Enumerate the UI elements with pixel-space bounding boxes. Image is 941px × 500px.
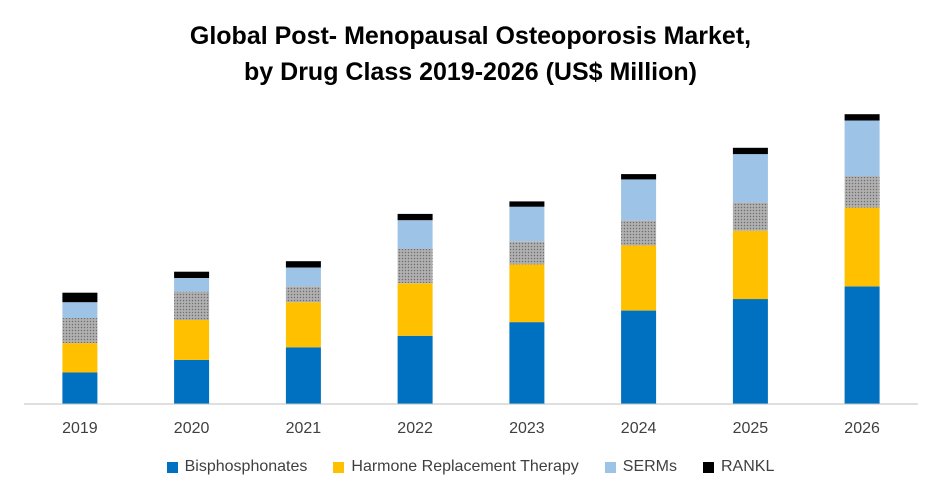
bar-segment-2026-series-2 xyxy=(844,176,880,208)
x-tick-label: 2023 xyxy=(509,420,545,437)
x-tick-label: 2021 xyxy=(286,420,322,437)
legend-swatch xyxy=(604,461,616,473)
legend-item: RANKL xyxy=(703,458,774,476)
bar-segment-2025-series-1 xyxy=(732,230,768,300)
bar-segment-2024-series-4 xyxy=(621,174,657,180)
legend-item: SERMs xyxy=(604,458,677,476)
bar-segment-2021-series-1 xyxy=(285,302,321,348)
bar-segment-2026-series-1 xyxy=(844,207,880,287)
bar-segment-2022-series-0 xyxy=(397,335,433,405)
bar-segment-2022-series-1 xyxy=(397,283,433,336)
bar-segment-2019-series-3 xyxy=(62,302,98,318)
chart-title-line-1: Global Post- Menopausal Osteoporosis Mar… xyxy=(189,22,752,50)
bar-segment-2025-series-4 xyxy=(732,147,768,155)
legend-swatch xyxy=(166,461,178,473)
bar-segment-2019-series-4 xyxy=(62,292,98,303)
bar-segment-2023-series-2 xyxy=(509,241,545,265)
legend-swatch xyxy=(333,461,345,473)
bar-segment-2026-series-4 xyxy=(844,114,880,121)
bar-segment-2019-series-1 xyxy=(62,343,98,373)
x-tick-label: 2025 xyxy=(733,420,769,437)
bar-segment-2024-series-1 xyxy=(621,245,657,311)
bar-segment-2022-series-3 xyxy=(397,220,433,249)
x-tick-label: 2026 xyxy=(844,420,880,437)
bars-group xyxy=(62,114,880,405)
bar-segment-2023-series-0 xyxy=(509,322,545,404)
chart-title-line-2: by Drug Class 2019-2026 (US$ Million) xyxy=(244,58,697,86)
legend-label: Harmone Replacement Therapy xyxy=(351,458,579,475)
bar-segment-2021-series-3 xyxy=(285,267,321,287)
bar-segment-2019-series-2 xyxy=(62,317,98,344)
bar-segment-2020-series-3 xyxy=(174,278,210,292)
bar-segment-2023-series-4 xyxy=(509,201,545,207)
bar-segment-2026-series-0 xyxy=(844,286,880,404)
bar-segment-2026-series-3 xyxy=(844,120,880,177)
x-tick-label: 2019 xyxy=(62,420,98,437)
legend-swatch xyxy=(703,461,714,473)
legend-item: Bisphosphonates xyxy=(166,458,308,476)
bar-segment-2022-series-2 xyxy=(397,248,433,284)
bar-segment-2020-series-0 xyxy=(174,359,210,404)
bar-segment-2022-series-4 xyxy=(397,213,433,221)
bar-segment-2024-series-0 xyxy=(621,310,657,405)
legend-label: Bisphosphonates xyxy=(184,458,308,475)
bar-segment-2021-series-2 xyxy=(285,286,321,303)
legend-label: SERMs xyxy=(622,458,677,475)
bar-segment-2021-series-0 xyxy=(285,347,321,404)
x-tick-label: 2024 xyxy=(621,420,657,437)
bar-segment-2021-series-4 xyxy=(285,261,321,268)
bar-segment-2019-series-0 xyxy=(62,372,98,404)
x-tick-label: 2022 xyxy=(397,420,433,437)
bar-segment-2020-series-1 xyxy=(174,320,210,360)
bar-segment-2020-series-2 xyxy=(174,291,210,320)
legend-item: Harmone Replacement Therapy xyxy=(333,458,579,476)
bar-segment-2025-series-0 xyxy=(732,299,768,404)
x-tick-label: 2020 xyxy=(174,420,210,437)
legend: Bisphosphonates Harmone Replacement Thera… xyxy=(0,458,941,476)
bar-segment-2025-series-3 xyxy=(732,154,768,203)
bar-segment-2024-series-2 xyxy=(621,220,657,246)
bar-segment-2020-series-4 xyxy=(174,271,210,278)
bar-segment-2023-series-1 xyxy=(509,264,545,323)
legend-label: RANKL xyxy=(721,458,775,475)
x-tick-labels: 2019 2020 2021 2022 2023 2024 2025 2026 xyxy=(62,420,880,437)
bar-segment-2023-series-3 xyxy=(509,206,545,242)
bar-segment-2025-series-2 xyxy=(732,202,768,231)
bar-segment-2024-series-3 xyxy=(621,179,657,221)
